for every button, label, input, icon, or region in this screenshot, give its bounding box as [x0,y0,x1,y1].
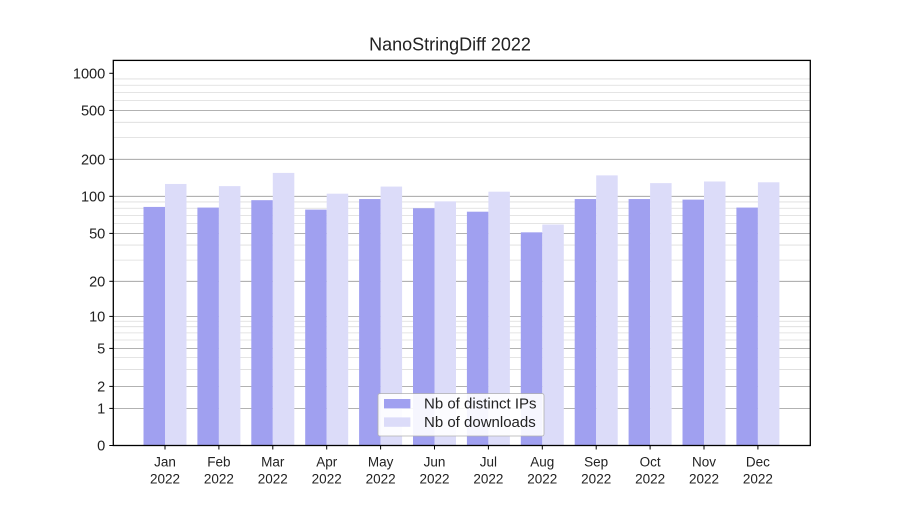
svg-text:2022: 2022 [312,472,342,487]
svg-text:20: 20 [89,274,105,290]
svg-text:2022: 2022 [527,472,557,487]
svg-text:Mar: Mar [261,455,285,470]
svg-text:Sep: Sep [584,455,608,470]
svg-text:50: 50 [89,226,105,242]
svg-text:Oct: Oct [640,455,661,470]
svg-text:0: 0 [97,439,105,455]
svg-text:2022: 2022 [635,472,665,487]
svg-text:2022: 2022 [473,472,503,487]
svg-text:2022: 2022 [689,472,719,487]
svg-text:500: 500 [81,103,105,119]
svg-text:May: May [368,455,394,470]
svg-text:2022: 2022 [419,472,449,487]
svg-text:NanoStringDiff 2022: NanoStringDiff 2022 [369,35,531,55]
svg-text:Dec: Dec [746,455,770,470]
svg-text:2022: 2022 [204,472,234,487]
svg-text:1: 1 [97,401,105,417]
svg-text:2022: 2022 [581,472,611,487]
svg-text:1000: 1000 [73,66,105,82]
svg-text:Jun: Jun [424,455,446,470]
svg-text:Nb of distinct IPs: Nb of distinct IPs [424,396,537,413]
svg-text:2: 2 [97,379,105,395]
svg-text:Feb: Feb [207,455,230,470]
svg-text:Jul: Jul [480,455,497,470]
svg-text:Nb of downloads: Nb of downloads [424,414,536,431]
svg-text:2022: 2022 [743,472,773,487]
svg-text:2022: 2022 [150,472,180,487]
svg-text:100: 100 [81,189,105,205]
svg-text:2022: 2022 [366,472,396,487]
svg-text:Aug: Aug [530,455,554,470]
svg-text:Apr: Apr [316,455,338,470]
svg-text:Nov: Nov [692,455,716,470]
svg-text:10: 10 [89,309,105,325]
svg-text:2022: 2022 [258,472,288,487]
svg-text:200: 200 [81,152,105,168]
svg-text:Jan: Jan [154,455,176,470]
svg-text:5: 5 [97,341,105,357]
